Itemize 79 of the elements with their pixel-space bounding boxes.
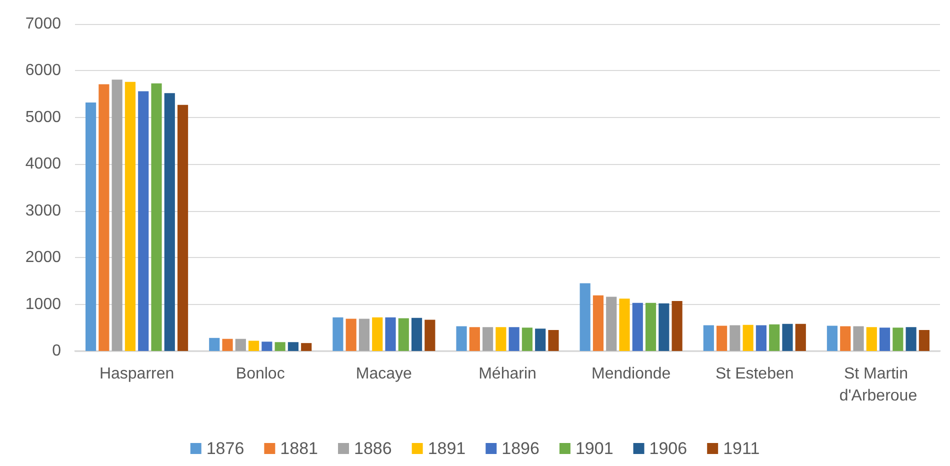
bar <box>496 327 506 351</box>
bar <box>703 325 714 351</box>
bar <box>716 326 728 351</box>
bar <box>632 302 643 351</box>
y-tick-label: 4000 <box>25 156 62 173</box>
bar <box>756 325 767 351</box>
bar <box>138 91 149 351</box>
y-tick-label: 0 <box>52 342 62 360</box>
bar <box>840 326 851 351</box>
bar <box>411 318 422 351</box>
x-tick-label: Macaye <box>356 366 412 382</box>
bar <box>112 80 122 351</box>
legend-label: 1906 <box>649 439 688 458</box>
bar <box>658 303 670 351</box>
bar <box>332 317 344 351</box>
bar <box>782 324 793 351</box>
bar <box>358 318 370 351</box>
bar <box>826 326 838 351</box>
bar <box>769 324 780 351</box>
bar <box>398 318 409 351</box>
bar <box>906 327 916 351</box>
y-tick-label: 1000 <box>25 296 62 313</box>
y-tick-label: 2000 <box>25 249 62 266</box>
bar <box>424 320 436 351</box>
bar <box>879 328 890 351</box>
x-tick-label: Hasparren <box>99 366 174 382</box>
legend-label: 1881 <box>280 439 318 458</box>
y-tick-label: 5000 <box>25 108 62 126</box>
x-tick-label: Mendionde <box>591 366 671 382</box>
y-tick-label: 6000 <box>25 62 62 80</box>
bar <box>672 301 682 351</box>
bar <box>592 295 604 351</box>
bar <box>795 324 806 351</box>
legend-label: 1896 <box>502 439 540 458</box>
bar <box>164 93 175 351</box>
bar <box>86 102 96 351</box>
bar <box>619 298 630 351</box>
x-tick-label: St Esteben <box>716 366 794 382</box>
legend-label: 1876 <box>206 439 244 458</box>
bar <box>918 330 930 351</box>
bar <box>124 82 136 351</box>
bar <box>235 338 246 351</box>
legend-label: 1911 <box>723 439 760 458</box>
bar <box>209 338 220 351</box>
bar <box>535 328 546 351</box>
legend-label: 1886 <box>354 439 392 458</box>
x-tick-label: Méharin <box>478 366 536 382</box>
bar <box>892 328 904 351</box>
bar <box>508 327 520 351</box>
bar <box>372 317 383 351</box>
bar <box>222 338 233 351</box>
legend-label: 1901 <box>575 439 614 458</box>
bar <box>177 104 188 351</box>
bar <box>580 283 590 351</box>
bar <box>482 327 494 351</box>
x-tick-label: St Martin d'Arberoue <box>839 366 918 404</box>
bar <box>469 327 480 351</box>
bar <box>151 83 162 351</box>
bar <box>346 318 356 351</box>
bar <box>98 84 110 351</box>
bar <box>866 327 877 351</box>
bar <box>385 317 396 351</box>
bar <box>548 330 559 351</box>
y-tick-label: 3000 <box>25 202 62 220</box>
legend-label: 1891 <box>428 439 466 458</box>
bar <box>301 343 312 351</box>
bar <box>742 324 754 351</box>
bar <box>730 325 740 351</box>
bar <box>522 328 533 351</box>
x-tick-label: Bonloc <box>236 366 285 382</box>
bar <box>248 340 260 351</box>
bar <box>262 342 272 351</box>
bar <box>456 326 467 351</box>
bar <box>274 342 286 351</box>
y-tick-label: 7000 <box>25 16 62 32</box>
bar <box>645 302 656 351</box>
bar <box>288 342 298 351</box>
bar <box>606 296 617 351</box>
bar <box>853 326 864 351</box>
